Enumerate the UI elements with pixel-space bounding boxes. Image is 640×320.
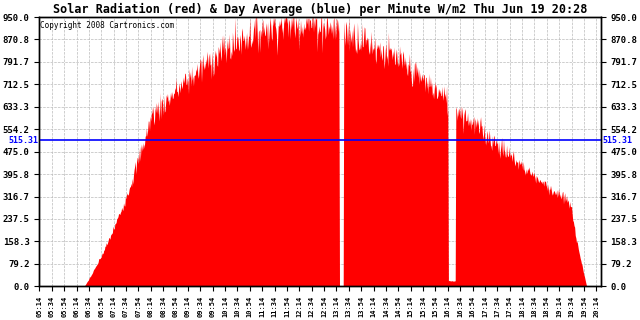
Text: 515.31: 515.31	[602, 136, 632, 145]
Title: Solar Radiation (red) & Day Average (blue) per Minute W/m2 Thu Jun 19 20:28: Solar Radiation (red) & Day Average (blu…	[53, 3, 587, 16]
Text: Copyright 2008 Cartronics.com: Copyright 2008 Cartronics.com	[40, 21, 175, 30]
Text: 515.31: 515.31	[8, 136, 38, 145]
